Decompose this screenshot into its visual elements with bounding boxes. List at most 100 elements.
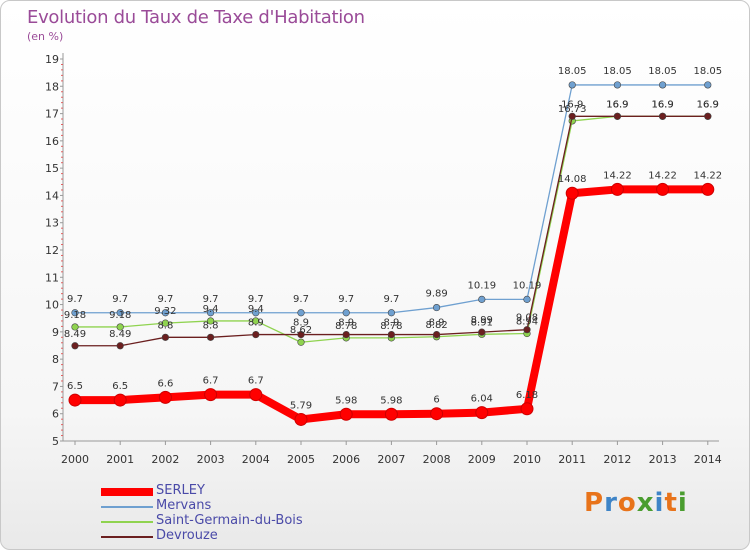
data-label-saint-germain-du-bois: 9.18 — [64, 310, 86, 321]
x-tick-label: 2000 — [61, 453, 89, 466]
data-label-devrouze: 16.9 — [697, 99, 719, 110]
legend-swatch-saint-germain-du-bois — [101, 521, 153, 523]
x-tick-label: 2004 — [242, 453, 270, 466]
data-label-devrouze: 8.99 — [471, 315, 493, 326]
proxiti-logo-letter: x — [636, 488, 655, 518]
data-point-serley — [113, 393, 127, 407]
proxiti-logo-letter: i — [677, 488, 688, 518]
data-label-mervans: 9.7 — [67, 294, 83, 305]
x-tick-label: 2009 — [468, 453, 496, 466]
data-label-devrouze: 16.9 — [561, 99, 583, 110]
data-label-serley: 6.6 — [157, 378, 173, 389]
proxiti-logo-letter: t — [664, 488, 678, 518]
y-tick-label: 10 — [45, 299, 59, 312]
x-tick-label: 2002 — [151, 453, 179, 466]
data-label-mervans: 9.7 — [338, 294, 354, 305]
data-point-devrouze — [613, 112, 622, 120]
data-label-serley: 5.79 — [290, 400, 312, 411]
proxiti-logo-letter: P — [584, 488, 605, 518]
data-point-saint-germain-du-bois — [207, 317, 215, 325]
data-label-saint-germain-du-bois: 9.32 — [154, 306, 176, 317]
data-label-devrouze: 8.8 — [203, 320, 219, 331]
data-label-mervans: 9.7 — [248, 294, 264, 305]
data-label-serley: 6.5 — [67, 381, 83, 392]
y-tick-label: 18 — [45, 80, 59, 93]
data-point-mervans — [342, 309, 350, 317]
y-tick-label: 9 — [52, 326, 59, 339]
data-point-serley — [68, 393, 82, 407]
x-tick-label: 2010 — [513, 453, 541, 466]
data-label-devrouze: 8.9 — [383, 318, 399, 329]
data-point-saint-germain-du-bois — [297, 338, 305, 346]
data-point-devrouze — [71, 342, 79, 350]
data-label-serley: 14.22 — [693, 170, 722, 181]
data-label-serley: 5.98 — [335, 395, 357, 406]
x-tick-label: 2011 — [558, 453, 586, 466]
legend-swatch-devrouze — [101, 536, 153, 538]
data-label-serley: 14.08 — [558, 174, 587, 185]
x-tick-label: 2003 — [197, 453, 225, 466]
x-tick-label: 2014 — [694, 453, 722, 466]
data-point-serley — [384, 407, 398, 421]
chart-axes: 5 6 7 8 9 10 11 12 13 14 15 16 17 18 19 2000 2001 2002 200… — [45, 53, 722, 466]
data-label-serley: 6.18 — [516, 390, 538, 401]
data-label-mervans: 9.7 — [293, 294, 309, 305]
proxiti-logo-letter: r — [604, 488, 618, 518]
data-point-serley — [565, 186, 579, 200]
data-label-mervans: 9.89 — [425, 289, 447, 300]
data-label-serley: 6.5 — [112, 381, 128, 392]
data-point-serley — [249, 388, 263, 402]
proxiti-logo: Proxiti — [584, 488, 688, 518]
data-point-serley — [610, 182, 624, 196]
y-tick-label: 12 — [45, 244, 59, 257]
data-label-mervans: 18.05 — [558, 66, 587, 77]
data-point-saint-germain-du-bois — [71, 323, 79, 331]
data-point-devrouze — [116, 342, 124, 350]
data-label-serley: 14.22 — [603, 170, 632, 181]
data-point-saint-germain-du-bois — [252, 317, 260, 325]
data-point-devrouze — [207, 333, 215, 341]
data-point-saint-germain-du-bois — [161, 319, 169, 327]
y-tick-label: 17 — [45, 108, 59, 121]
data-point-mervans — [613, 81, 622, 89]
data-point-devrouze — [161, 333, 169, 341]
data-point-devrouze — [433, 330, 441, 339]
data-point-mervans — [207, 309, 215, 317]
data-label-saint-germain-du-bois: 16.9 — [697, 99, 719, 110]
data-label-mervans: 10.19 — [467, 280, 496, 291]
y-tick-label: 16 — [45, 135, 59, 148]
data-point-mervans — [297, 309, 305, 317]
data-label-saint-germain-du-bois: 16.73 — [558, 104, 587, 115]
chart-data-labels: 6.5 6.5 6.6 6.7 6.7 5.79 5.98 5.98 6 6.04 6.18 14.0… — [64, 66, 722, 412]
data-label-saint-germain-du-bois: 16.9 — [651, 99, 673, 110]
data-point-serley — [339, 407, 353, 421]
legend-label-mervans: Mervans — [156, 498, 212, 513]
legend-label-saint-germain-du-bois: Saint-Germain-du-Bois — [156, 513, 303, 528]
data-point-devrouze — [658, 112, 667, 120]
data-point-serley — [430, 407, 444, 421]
data-label-devrouze: 8.9 — [338, 318, 354, 329]
data-label-saint-germain-du-bois: 16.9 — [606, 99, 628, 110]
data-point-serley — [294, 412, 308, 426]
x-tick-label: 2006 — [332, 453, 360, 466]
data-label-serley: 5.98 — [380, 395, 402, 406]
data-point-mervans — [387, 309, 396, 317]
data-point-mervans — [116, 309, 124, 317]
data-label-devrouze: 16.9 — [606, 99, 628, 110]
y-tick-label: 14 — [45, 189, 59, 202]
data-point-serley — [701, 182, 715, 196]
data-point-serley — [520, 402, 534, 416]
y-tick-label: 6 — [52, 408, 59, 421]
chart-unit-label: (en %) — [27, 30, 64, 43]
data-label-saint-germain-du-bois: 9.4 — [203, 304, 219, 315]
legend-swatch-mervans — [101, 506, 153, 508]
data-point-devrouze — [387, 330, 396, 339]
data-label-devrouze: 16.9 — [651, 99, 673, 110]
legend-swatch-serley — [101, 488, 153, 496]
series-line-mervans — [74, 84, 709, 314]
legend-label-serley: SERLEY — [156, 483, 205, 498]
data-label-devrouze: 8.8 — [157, 320, 173, 331]
data-label-serley: 6.7 — [203, 376, 219, 387]
y-tick-label: 13 — [45, 217, 59, 230]
